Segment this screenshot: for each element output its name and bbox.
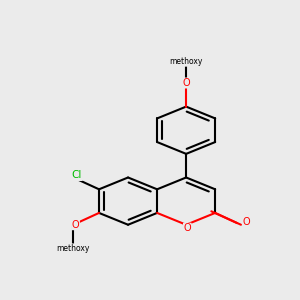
Text: methoxy: methoxy — [169, 57, 203, 66]
Text: O: O — [184, 223, 191, 233]
Text: O: O — [182, 78, 190, 88]
Text: O: O — [72, 220, 80, 230]
Text: Cl: Cl — [72, 170, 82, 180]
Text: O: O — [243, 218, 250, 227]
Text: methoxy: methoxy — [57, 244, 90, 253]
